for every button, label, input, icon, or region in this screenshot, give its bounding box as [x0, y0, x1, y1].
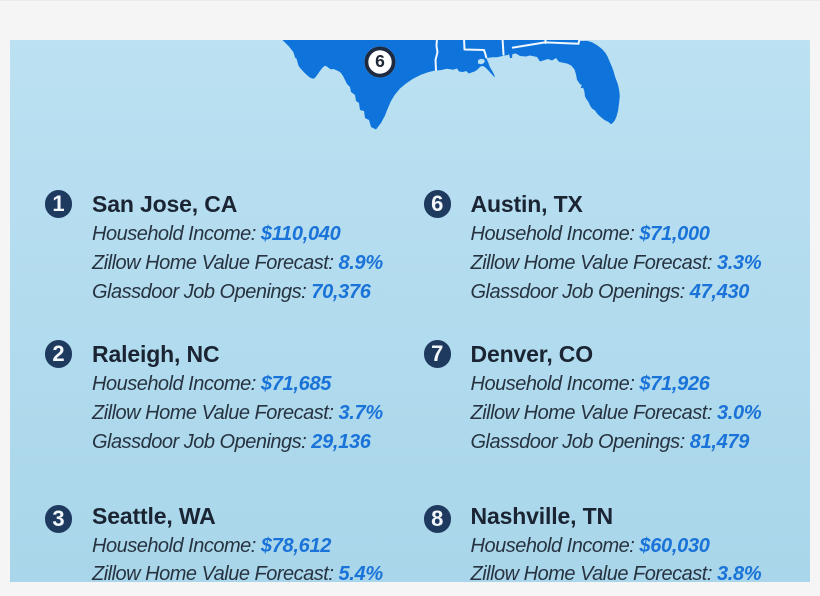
svg-text:6: 6: [375, 51, 385, 71]
